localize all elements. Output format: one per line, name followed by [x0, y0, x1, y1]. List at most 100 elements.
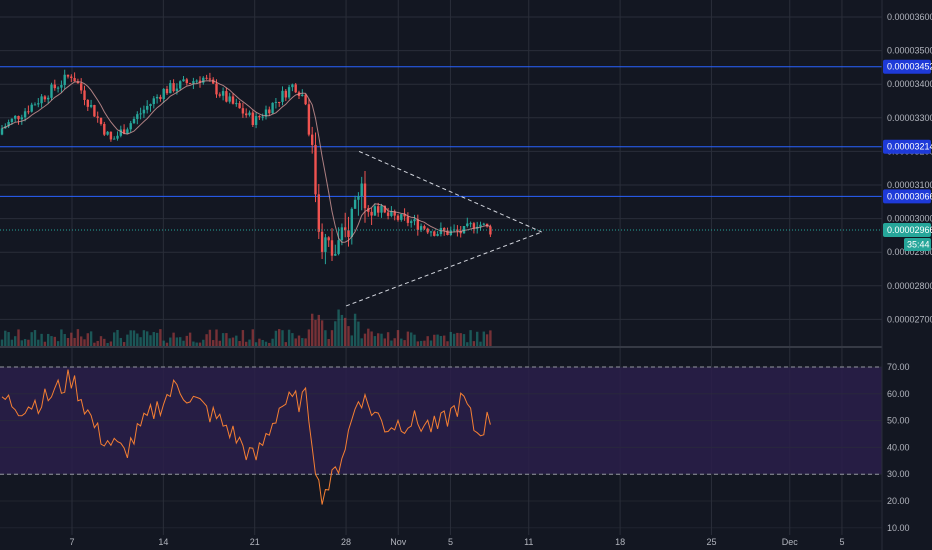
candle-body: [205, 77, 208, 79]
volume-bar: [185, 335, 188, 347]
volume-bar: [390, 340, 393, 347]
date-tick-label: 5: [839, 537, 844, 547]
date-tick-label: 21: [250, 537, 260, 547]
candle-body: [185, 79, 188, 84]
candle-body: [254, 116, 258, 125]
candle-body: [179, 81, 182, 89]
volume-bar: [245, 341, 248, 347]
horizontal-levels[interactable]: [0, 66, 882, 197]
candle-body: [155, 96, 159, 99]
candle-body: [403, 214, 406, 217]
volume-bar: [301, 338, 304, 347]
volume-bar: [235, 335, 238, 347]
volume-bar: [353, 313, 357, 347]
volume-bar: [89, 331, 93, 347]
candle-body: [66, 74, 70, 77]
level-tag: [883, 59, 931, 74]
triangle-pattern[interactable]: [345, 150, 543, 307]
candle-body: [350, 208, 353, 238]
volume-bar: [40, 333, 43, 347]
volume-bar: [304, 338, 307, 347]
volume-bar: [119, 337, 122, 347]
candle-body: [172, 83, 175, 92]
candle-body: [258, 116, 261, 118]
candle-body: [281, 90, 284, 102]
volume-bar: [466, 342, 469, 347]
candle-body: [360, 183, 363, 197]
volume-bar: [386, 332, 390, 347]
candle-body: [106, 131, 109, 135]
candle-body: [393, 211, 396, 216]
candle-body: [165, 88, 169, 94]
candle-body: [162, 88, 165, 100]
date-axis[interactable]: 7 14 21 28 Nov 5 11 18 25 Dec 5: [69, 537, 844, 547]
candle-body: [278, 101, 281, 103]
volume-bar: [419, 340, 423, 347]
candle-body: [340, 227, 344, 241]
volume-bar: [179, 337, 182, 347]
volume-bar: [278, 329, 281, 347]
candle-body: [50, 84, 53, 98]
candle-body: [10, 118, 14, 123]
date-tick-label: 11: [524, 537, 533, 547]
volume-bar: [377, 333, 380, 347]
candle-body: [23, 111, 27, 118]
candle-body: [146, 105, 149, 110]
volume-bar: [195, 342, 198, 347]
volume-bar: [472, 341, 476, 347]
volume-bar: [103, 338, 106, 347]
volume-bar: [297, 335, 301, 347]
candle-body: [304, 94, 307, 105]
volume-bar: [324, 330, 327, 347]
price-tick-label: 0.00003100: [887, 180, 932, 190]
rsi-axis[interactable]: 70.00 60.00 50.00 40.00 30.00 20.00 10.00: [887, 362, 910, 533]
candle-body: [383, 205, 386, 213]
candle-body: [261, 116, 264, 118]
volume-bar: [192, 341, 195, 347]
price-tick-label: 0.00003400: [887, 79, 932, 89]
volume-bar: [462, 334, 466, 347]
volume-bar: [459, 333, 462, 347]
candle-body: [129, 123, 132, 130]
last-price-tag: [883, 223, 931, 238]
candle-body: [89, 105, 93, 107]
volume-bar: [238, 341, 241, 347]
candle-body: [99, 117, 103, 124]
volume-bar: [380, 333, 383, 347]
candle-body: [251, 112, 254, 125]
candle-body: [456, 229, 459, 232]
volume-bar: [208, 329, 212, 347]
candle-body: [271, 102, 274, 114]
volume-bar: [60, 329, 63, 347]
candlesticks: [0, 69, 492, 265]
candle-body: [462, 226, 466, 234]
price-tick-label: 0.00003600: [887, 12, 932, 22]
candle-body: [7, 122, 10, 127]
price-tick-label: 0.00002700: [887, 314, 932, 324]
volume-bar: [307, 329, 311, 347]
price-tick-label: 0.00003500: [887, 46, 932, 56]
volume-bar: [106, 342, 109, 347]
candle-body: [482, 223, 485, 225]
candle-body: [96, 116, 99, 118]
candle-body: [377, 206, 380, 213]
rsi-pane[interactable]: [0, 366, 882, 529]
candle-body: [264, 109, 268, 117]
candle-body: [116, 135, 119, 139]
volume-bar: [254, 342, 258, 347]
volume-bar: [175, 337, 179, 347]
candle-body: [320, 231, 324, 252]
candle-body: [317, 194, 320, 232]
volume-bar: [47, 333, 50, 347]
volume-bar: [350, 335, 353, 347]
moving-average-line: [1, 80, 491, 243]
candle-body: [353, 199, 357, 209]
price-tick-label: 0.00003300: [887, 113, 932, 123]
candle-body: [291, 84, 294, 88]
volume-bar: [165, 342, 169, 347]
volume-bar: [231, 337, 235, 347]
candle-body: [20, 117, 23, 120]
candle-body: [122, 129, 126, 134]
volume-bar: [136, 333, 139, 347]
